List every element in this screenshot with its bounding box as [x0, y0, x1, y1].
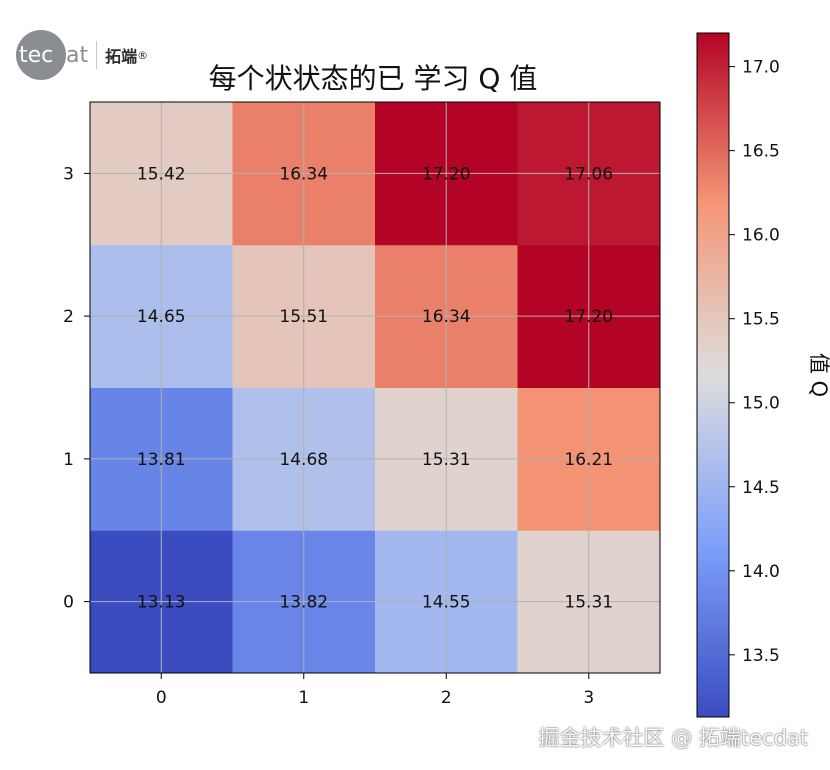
cell-label: 15.51: [279, 307, 328, 327]
colorbar-label: 值 Q: [807, 353, 830, 397]
colorbar-bar: [696, 32, 730, 718]
logo-cn: 拓端: [105, 47, 138, 66]
axes: 0 1 2 3 0 1 2 3: [63, 101, 661, 708]
colorbar-tick-label: 17.0: [742, 58, 780, 78]
cell-label: 17.06: [564, 164, 613, 184]
colorbar-tick-label: 16.5: [742, 142, 780, 162]
y-tick-label: 3: [63, 164, 74, 184]
cell-label: 14.65: [137, 307, 186, 327]
grid-lines: [90, 102, 660, 673]
y-tick-label: 1: [63, 450, 74, 470]
colorbar-tick-label: 14.0: [742, 562, 780, 582]
heatmap-cells: [90, 102, 661, 674]
logo-divider: [96, 41, 98, 69]
logo-mark: tec: [16, 30, 66, 80]
logo-text: dat: [52, 42, 89, 68]
cell-label: 16.34: [422, 307, 471, 327]
colorbar-tick-label: 15.0: [742, 394, 780, 414]
x-tick-label: 0: [156, 688, 167, 708]
cell-label: 13.13: [137, 593, 186, 613]
cell-label: 17.20: [422, 164, 471, 184]
cell-label: 17.20: [564, 307, 613, 327]
watermark: 掘金技术社区 @ 拓端tecdat: [538, 726, 808, 750]
cell-label: 16.34: [279, 164, 328, 184]
colorbar-tick-label: 16.0: [742, 226, 780, 246]
x-tick-label: 3: [583, 688, 594, 708]
colorbar-tick-label: 15.5: [742, 310, 780, 330]
cell-label: 16.21: [564, 450, 613, 470]
x-tick-label: 2: [441, 688, 452, 708]
cell-label: 13.81: [137, 450, 186, 470]
x-tick-label: 1: [298, 688, 309, 708]
plot-frame: [89, 101, 661, 674]
cell-label: 15.31: [564, 593, 613, 613]
cell-label: 13.82: [279, 593, 328, 613]
cell-label: 14.55: [422, 593, 471, 613]
chart-title: 每个状状态的已 学习 Q 值: [209, 62, 538, 95]
colorbar: 13.5 14.0 14.5 15.0 15.5 16.0 16.5 17.0 值 Q: [696, 32, 830, 718]
logo-reg: ®: [137, 48, 149, 62]
cell-label: 14.68: [279, 450, 328, 470]
y-tick-label: 2: [63, 307, 74, 327]
cell-label: 15.42: [137, 164, 186, 184]
logo: tec dat 拓端 ®: [16, 30, 148, 80]
colorbar-tick-label: 14.5: [742, 478, 780, 498]
cell-labels: 13.13 13.82 14.55 15.31 13.81 14.68 15.31 16.21…: [137, 164, 613, 612]
y-tick-label: 0: [63, 593, 74, 613]
cell-label: 15.31: [422, 450, 471, 470]
colorbar-tick-label: 13.5: [742, 646, 780, 666]
